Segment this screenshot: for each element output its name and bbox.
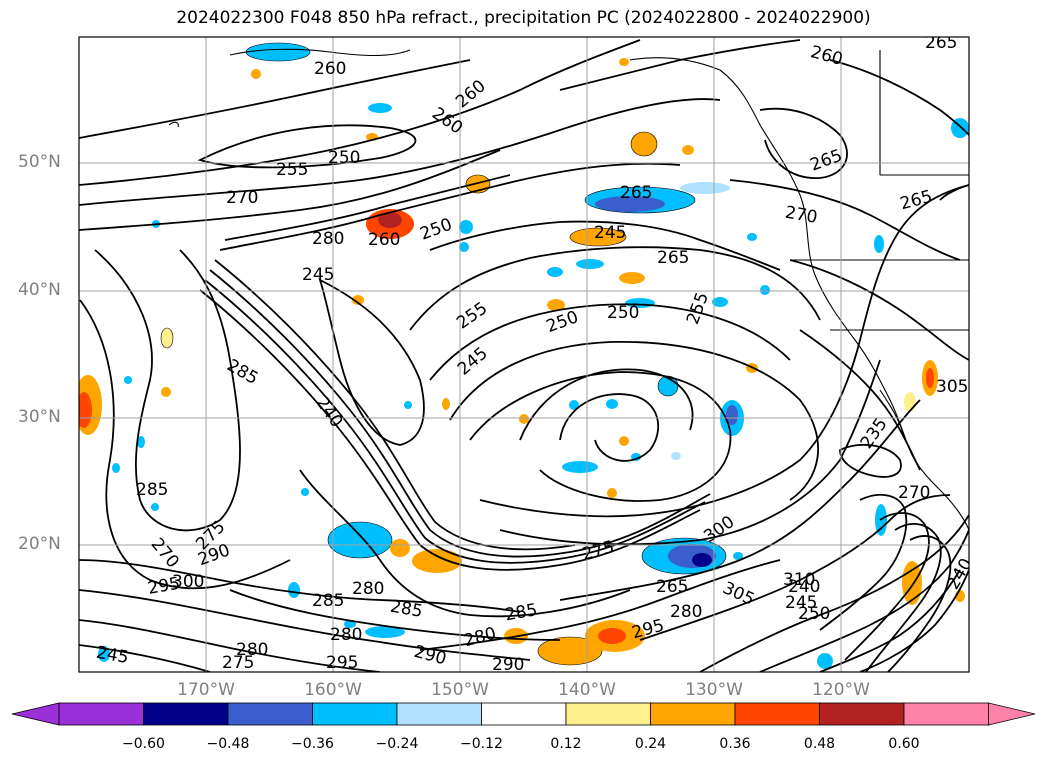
contour-label: 300 — [172, 572, 204, 592]
contour-label: 280 — [330, 625, 362, 645]
colorbar-tick-label: −0.48 — [206, 736, 250, 752]
contour-label: 270 — [898, 483, 930, 503]
lon-label-130w: 130°W — [685, 680, 743, 700]
colorbar-extend-low — [11, 702, 60, 726]
map-frame — [78, 36, 970, 673]
lon-label-170w: 170°W — [177, 680, 235, 700]
contour-label: 245 — [302, 265, 334, 285]
contour-label: 280 — [236, 640, 268, 660]
lat-label-30n: 30°N — [18, 407, 61, 427]
map-area — [79, 37, 969, 672]
colorbar-tick-label: 0.36 — [719, 736, 751, 752]
lon-label-160w: 160°W — [304, 680, 362, 700]
contour-label: 280 — [312, 229, 344, 249]
refractivity-contours — [79, 39, 969, 672]
precip-shading — [79, 42, 969, 669]
colorbar-tick-label: −0.60 — [122, 736, 165, 752]
lat-label-40n: 40°N — [18, 280, 61, 300]
colorbar-segment — [58, 702, 144, 726]
colorbar-segment — [650, 702, 736, 726]
contour-label: 265 — [657, 248, 689, 268]
contour-label: 290 — [492, 655, 524, 675]
contour-label: 260 — [314, 59, 346, 79]
colorbar-segment — [481, 702, 567, 726]
figure-title: 2024022300 F048 850 hPa refract., precip… — [176, 8, 871, 28]
lon-label-120w: 120°W — [812, 680, 870, 700]
coastline — [168, 48, 969, 531]
contour-label: 270 — [226, 188, 258, 208]
contour-label: 245 — [594, 223, 626, 243]
contour-label: 285 — [136, 480, 168, 500]
contour-label: 285 — [312, 591, 344, 611]
colorbar-tick-label: 0.12 — [550, 736, 582, 752]
colorbar-extend-high — [988, 702, 1036, 726]
colorbar — [11, 702, 1036, 726]
colorbar-segment — [396, 702, 482, 726]
contour-label: 250 — [607, 303, 639, 323]
contour-label: 310 — [783, 570, 815, 590]
contour-label: 255 — [276, 160, 308, 180]
colorbar-tick-label: 0.24 — [634, 736, 667, 752]
contour-label: 250 — [798, 604, 830, 624]
colorbar-segment — [819, 702, 905, 726]
colorbar-segment — [227, 702, 313, 726]
lat-label-50n: 50°N — [18, 152, 61, 172]
contour-label: 305 — [936, 377, 968, 397]
contour-label: 280 — [352, 579, 384, 599]
contour-label: 295 — [326, 653, 358, 673]
contour-label: 260 — [368, 230, 400, 250]
colorbar-segment — [903, 702, 989, 726]
contour-label: 240 — [788, 577, 820, 597]
contour-label: 250 — [328, 148, 360, 168]
colorbar-tick-label: −0.12 — [460, 736, 503, 752]
colorbar-segment — [565, 702, 651, 726]
contour-label: 265 — [620, 183, 652, 203]
contour-label: 280 — [670, 602, 702, 622]
colorbar-segment — [143, 702, 229, 726]
contour-label: 275 — [222, 653, 254, 673]
colorbar-tick-label: −0.36 — [291, 736, 334, 752]
lon-label-140w: 140°W — [558, 680, 616, 700]
colorbar-tick-label: 0.48 — [803, 736, 836, 752]
contour-label: 245 — [785, 593, 817, 613]
lon-label-150w: 150°W — [431, 680, 489, 700]
contour-label: 265 — [656, 577, 688, 597]
colorbar-tick-label: 0.60 — [888, 736, 920, 752]
lat-label-20n: 20°N — [18, 534, 61, 554]
lat-lon-grid — [79, 37, 969, 672]
colorbar-segment — [312, 702, 398, 726]
colorbar-tick-label: −0.24 — [375, 736, 419, 752]
contour-label: 265 — [925, 33, 957, 53]
colorbar-segment — [734, 702, 820, 726]
